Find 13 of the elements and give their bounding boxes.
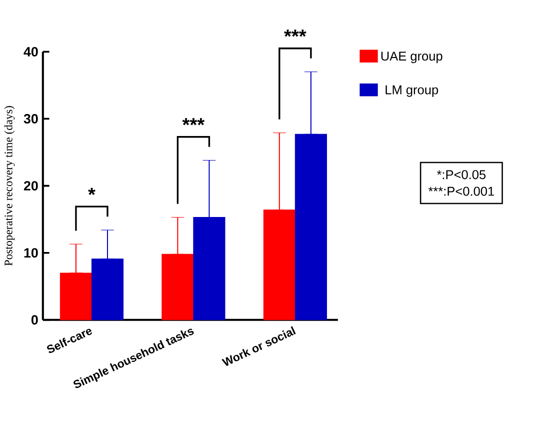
legend-label: UAE group (381, 52, 442, 63)
annotation: * (88, 188, 96, 195)
y-tick-label: 0 (31, 314, 38, 324)
annotation: *** (182, 118, 205, 126)
legend-label: LM group (386, 85, 438, 97)
y-tick-label: 30 (24, 114, 38, 124)
text: *:P<0.05 (436, 170, 486, 180)
y-axis-title: Postoperative recovery time (days) (4, 106, 15, 266)
y-tick-label: 40 (24, 46, 38, 56)
text: ***:P<0.001 (428, 186, 494, 196)
y-tick-label: 20 (24, 180, 38, 190)
text: *** (284, 29, 306, 37)
y-tick-label: 10 (24, 248, 38, 258)
